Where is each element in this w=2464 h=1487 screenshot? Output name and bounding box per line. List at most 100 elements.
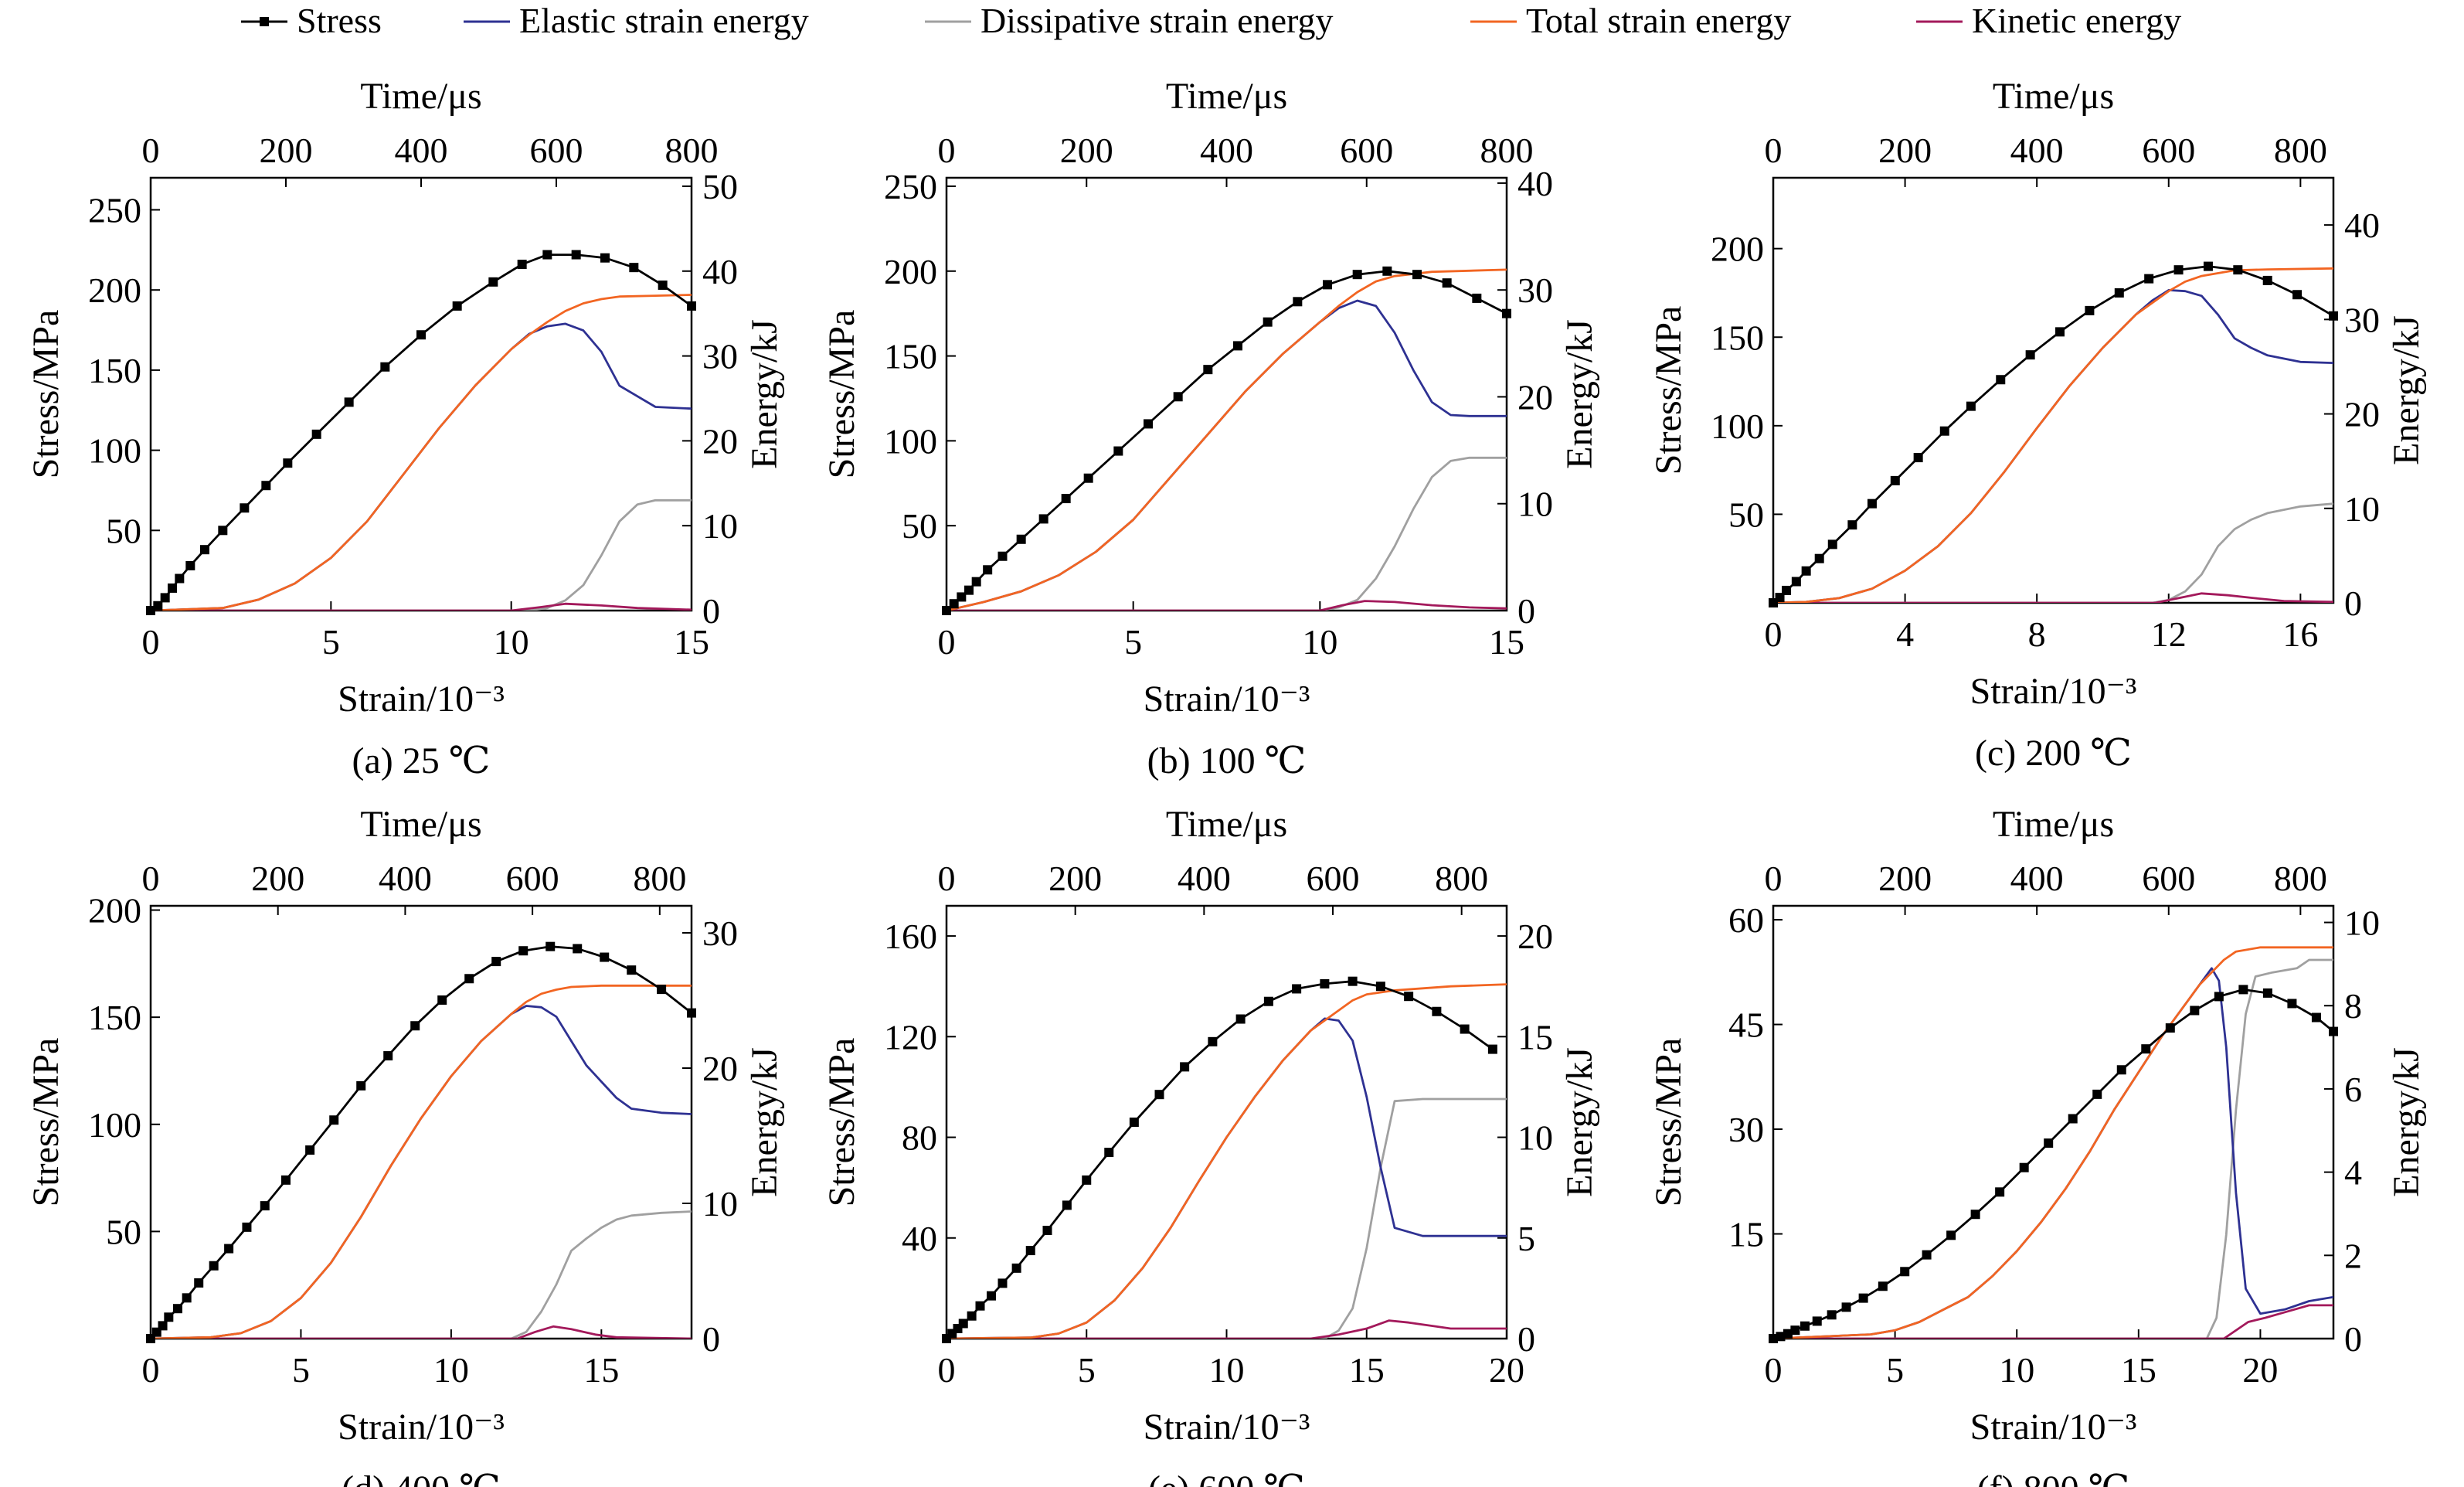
time-axis-title: Time/μs xyxy=(360,76,481,117)
x-tick-label: 15 xyxy=(583,1350,619,1390)
energy-axis-title: Energy/kJ xyxy=(744,1047,785,1197)
time-axis-title: Time/μs xyxy=(1166,804,1287,845)
stress-tick-label: 150 xyxy=(88,998,141,1037)
stress-marker xyxy=(168,583,177,593)
stress-marker xyxy=(153,601,163,611)
energy-tick-label: 20 xyxy=(1517,377,1553,417)
stress-marker xyxy=(452,301,462,311)
stress-marker xyxy=(2287,999,2297,1009)
stress-marker xyxy=(2173,265,2184,275)
stress-marker xyxy=(1812,1316,1822,1326)
series-line-total xyxy=(947,983,1507,1339)
x-tick-label: 20 xyxy=(1489,1350,1524,1390)
x-tick-label: 4 xyxy=(1896,614,1914,654)
stress-marker xyxy=(658,280,668,290)
series-line-stress xyxy=(151,945,692,1339)
energy-tick-label: 10 xyxy=(2344,903,2380,943)
energy-tick-label: 15 xyxy=(1517,1017,1553,1057)
time-tick-label: 200 xyxy=(1878,131,1932,170)
legend-label-total: Total strain energy xyxy=(1526,1,1791,40)
energy-tick-label: 50 xyxy=(702,167,738,206)
series-line-total xyxy=(151,294,692,611)
x-tick-label: 5 xyxy=(322,622,340,662)
legend-label-stress: Stress xyxy=(297,1,382,40)
series-line-kinetic xyxy=(1773,1304,2333,1339)
stress-marker xyxy=(657,985,667,995)
energy-axis-title: Energy/kJ xyxy=(2386,1047,2427,1197)
stress-marker xyxy=(1900,1267,1910,1277)
stress-marker xyxy=(1348,976,1358,986)
stress-marker xyxy=(1154,1090,1164,1100)
stress-marker xyxy=(2329,1026,2338,1036)
energy-tick-label: 10 xyxy=(1517,485,1553,524)
stress-tick-label: 100 xyxy=(88,1105,141,1145)
energy-tick-label: 2 xyxy=(2344,1236,2362,1275)
energy-tick-label: 0 xyxy=(1517,1319,1535,1359)
stress-marker xyxy=(2233,265,2243,275)
stress-marker xyxy=(2238,985,2248,995)
stress-tick-label: 100 xyxy=(88,431,141,471)
stress-marker xyxy=(1996,375,2006,385)
stress-marker xyxy=(182,1293,192,1303)
stress-marker xyxy=(1841,1302,1851,1312)
energy-tick-label: 0 xyxy=(1517,591,1535,631)
stress-marker xyxy=(1375,982,1385,992)
stress-tick-label: 100 xyxy=(884,421,937,461)
stress-marker xyxy=(1352,270,1362,280)
stress-tick-label: 160 xyxy=(884,917,937,956)
time-tick-label: 0 xyxy=(1765,131,1783,170)
legend-item-dissipative: Dissipative strain energy xyxy=(925,1,1334,40)
chart-f-svg: 0 5 10 15 200 200 400 600 800153045600246810Stra… xyxy=(1648,804,2427,1487)
energy-tick-label: 40 xyxy=(702,252,738,291)
x-tick-label: 12 xyxy=(2151,614,2187,654)
stress-tick-label: 45 xyxy=(1728,1006,1764,1045)
stress-marker xyxy=(1867,499,1877,509)
stress-marker xyxy=(571,250,581,260)
stress-marker xyxy=(1208,1036,1218,1046)
stress-marker xyxy=(1038,514,1048,524)
stress-marker xyxy=(1970,1210,1980,1220)
stress-marker xyxy=(329,1115,339,1125)
time-tick-label: 0 xyxy=(1765,859,1783,898)
energy-tick-label: 30 xyxy=(2344,300,2380,339)
energy-axis-title: Energy/kJ xyxy=(1559,319,1600,469)
energy-tick-label: 10 xyxy=(702,1184,738,1223)
stress-marker xyxy=(627,965,637,975)
time-axis-title: Time/μs xyxy=(1166,76,1287,117)
x-tick-label: 15 xyxy=(1349,1350,1385,1390)
stress-tick-label: 150 xyxy=(884,337,937,376)
stress-marker xyxy=(975,1301,985,1311)
stress-marker xyxy=(545,941,556,951)
stress-marker xyxy=(2092,1089,2102,1099)
stress-marker xyxy=(1144,419,1153,429)
stress-marker xyxy=(1946,1230,1956,1240)
stress-marker xyxy=(1404,992,1414,1002)
chart-c-svg: 0 4 8 12 16 0 200 400 600 800 50 100 150 200 0 10 20 30 40… xyxy=(1648,76,2427,774)
stress-marker xyxy=(1827,539,1837,550)
time-tick-label: 600 xyxy=(1307,859,1360,898)
chart-legend: Stress Elastic strain energy Dissipative s… xyxy=(0,0,2464,46)
series-line-elastic xyxy=(947,1017,1507,1339)
energy-tick-label: 40 xyxy=(1517,164,1553,203)
stress-marker xyxy=(1203,365,1213,375)
x-tick-label: 10 xyxy=(1999,1350,2034,1390)
stress-marker xyxy=(971,577,981,587)
stress-marker xyxy=(1858,1293,1868,1303)
stress-marker xyxy=(1472,293,1482,303)
stress-marker xyxy=(629,263,639,273)
energy-tick-label: 8 xyxy=(2344,986,2362,1026)
panel-caption: (f) 800 ℃ xyxy=(1977,1468,2130,1487)
energy-tick-label: 30 xyxy=(702,337,738,376)
stress-tick-label: 40 xyxy=(902,1219,937,1258)
stress-marker xyxy=(173,1304,182,1314)
panel-a-25c: 0 5 10 15 0 200 400 600 800 50 100 150 200 250 0 10 20 30… xyxy=(0,46,796,781)
stress-marker xyxy=(2085,305,2095,315)
time-tick-label: 800 xyxy=(633,859,686,898)
stress-marker xyxy=(1800,1321,1810,1331)
time-axis-title: Time/μs xyxy=(1993,76,2114,117)
stress-marker xyxy=(2141,1044,2151,1054)
energy-tick-label: 0 xyxy=(702,591,720,631)
energy-tick-label: 20 xyxy=(702,421,738,461)
time-tick-label: 400 xyxy=(2010,131,2064,170)
stress-axis-title: Stress/MPa xyxy=(1648,1038,1689,1207)
